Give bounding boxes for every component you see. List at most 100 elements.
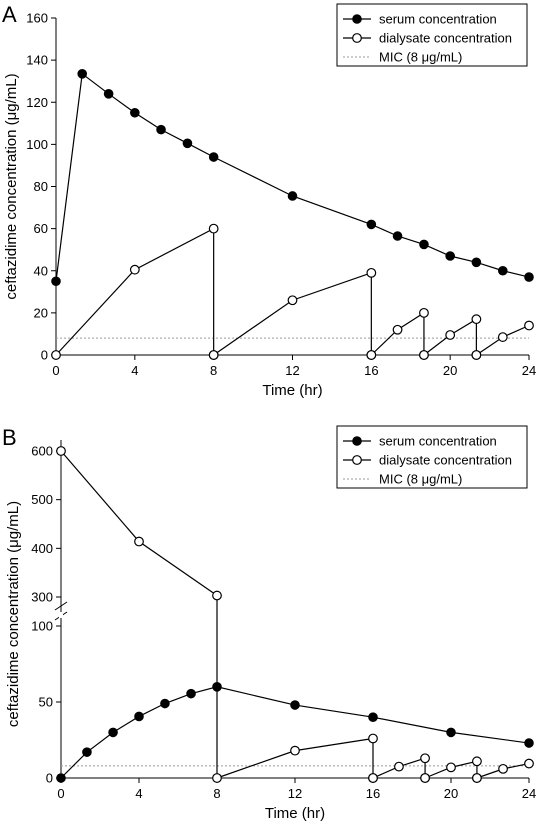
- panel-a-legend-entry: dialysate concentration: [379, 31, 512, 46]
- panel-b-y-tick-label: 0: [46, 771, 53, 786]
- panel-b-serum-point: [134, 711, 144, 722]
- panel-a-letter: A: [2, 2, 17, 27]
- panel-a-serum-point: [77, 69, 88, 79]
- panel-a-dialysate-point: [471, 350, 482, 360]
- panel-b-dialysate-point: [420, 753, 430, 764]
- panel-b-dialysate-point: [420, 773, 430, 783]
- panel-a-serum-point: [208, 152, 219, 162]
- panel-a-serum-point: [419, 239, 429, 250]
- panel-b-dialysate-point: [134, 536, 144, 547]
- panel-a-dialysate-point: [524, 320, 534, 331]
- panel-a-dialysate-point: [208, 223, 219, 234]
- panel-b-x-tick-label: 20: [444, 786, 458, 801]
- panel-b-y-axis-title: ceftazidime concentration (μg/mL): [5, 501, 22, 727]
- panel-a-legend: serum concentration dialysate concentrati…: [336, 3, 528, 67]
- panel-a-y-tick-label: 80: [34, 179, 48, 194]
- panel-a-y-tick-label: 60: [34, 221, 48, 236]
- panel-a-dialysate-line: [55, 227, 215, 356]
- panel-b-y-tick-label: 100: [31, 619, 53, 634]
- panel-a-dialysate-point: [366, 267, 377, 278]
- panel-a-serum-point: [156, 124, 166, 135]
- panel-a-legend-entry: MIC (8 μg/mL): [379, 50, 462, 65]
- panel-a-legend-entry: serum concentration: [379, 12, 497, 27]
- panel-a-y-tick-label: 20: [34, 305, 48, 320]
- panel-a-serum-point: [445, 251, 455, 261]
- panel-a-dialysate-point: [208, 350, 219, 360]
- panel-a-legend-box: [336, 3, 528, 67]
- panel-a-dialysate-point: [51, 350, 61, 360]
- panel-b-legend-entry: MIC (8 μg/mL): [379, 472, 462, 487]
- panel-a-y-tick-label: 40: [34, 263, 48, 278]
- panel-a-dialysate-point: [419, 350, 429, 360]
- panel-a-dialysate-point: [497, 332, 508, 342]
- panel-a-x-tick-label: 0: [52, 363, 59, 378]
- panel-b-serum-point: [290, 700, 300, 710]
- panel-b-legend-entry: serum concentration: [379, 434, 497, 449]
- panel-b-dialysate-point: [498, 763, 508, 774]
- panel-a-y-tick-label: 120: [26, 95, 48, 110]
- panel-b-legend-serum-swatch-marker: [352, 436, 362, 446]
- panel-b-y-tick-label: 600: [31, 444, 53, 459]
- panel-a-serum-point: [51, 276, 61, 287]
- panel-a-dialysate-point: [129, 264, 140, 275]
- panel-b-dialysate-line: [424, 760, 478, 779]
- panel-b-y-tick-label: 400: [31, 541, 53, 556]
- panel-a-dialysate-point: [392, 324, 403, 335]
- panel-b-y-tick-label: 50: [39, 695, 53, 710]
- panel-b-serum-point: [446, 727, 456, 738]
- panel-b-y-tick-label: 500: [31, 492, 53, 507]
- panel-b-axis-break-mark: [54, 601, 68, 611]
- panel-a-x-tick-label: 16: [364, 363, 378, 378]
- panel-b-dialysate-line: [216, 737, 374, 779]
- panel-a: A 0 20 40 60 80 100 120 140 160 0 4 8 12 16 20 24 Time …: [2, 2, 536, 399]
- panel-a-y-tick-label: 140: [26, 53, 48, 68]
- panel-a-dialysate-point: [419, 307, 429, 318]
- panel-a-x-tick-label: 4: [131, 363, 138, 378]
- panel-b-dialysate-point: [290, 745, 300, 756]
- panel-a-dialysate-point: [471, 314, 482, 325]
- panel-a-dialysate-point: [366, 350, 377, 360]
- panel-b-y-tick-label: 300: [31, 590, 53, 605]
- panel-a-y-tick-label: 100: [26, 137, 48, 152]
- panel-b-dialysate-point: [472, 773, 482, 783]
- panel-a-dialysate-point: [287, 295, 298, 306]
- panel-b-letter: B: [2, 425, 17, 450]
- panel-b-dialysate-point: [56, 446, 66, 456]
- panel-a-y-tick-label: 0: [41, 348, 48, 363]
- panel-a-serum-point: [130, 107, 140, 118]
- panel-b-dialysate-line: [372, 757, 426, 779]
- panel-a-serum-line: [55, 72, 530, 282]
- panel-a-serum-point: [471, 257, 482, 268]
- panel-b-x-tick-label: 12: [288, 786, 302, 801]
- panel-b: B 0 50 100 300 400 500 600 0 4 8 12 16 20 24 Time (hr…: [2, 425, 536, 822]
- panel-b-x-tick-label: 0: [57, 786, 64, 801]
- panel-b-legend: serum concentration dialysate concentrati…: [336, 425, 528, 489]
- panel-b-serum-point: [160, 698, 170, 709]
- panel-a-x-axis-title: Time (hr): [262, 382, 322, 399]
- panel-a-x-tick-label: 24: [522, 363, 536, 378]
- panel-b-x-tick-label: 4: [135, 786, 142, 801]
- panel-a-dialysate-line: [423, 318, 477, 356]
- panel-b-dialysate-point: [212, 590, 222, 601]
- panel-a-legend-dialysate-swatch-marker: [352, 33, 362, 43]
- panel-a-serum-point: [366, 219, 377, 230]
- panel-a-dialysate-line: [213, 272, 372, 356]
- panel-b-axis-break-gap: [59, 612, 63, 618]
- panel-b-dialysate-point: [446, 762, 456, 773]
- panel-b-dialysate-point: [368, 733, 378, 744]
- panel-b-x-tick-label: 8: [213, 786, 220, 801]
- panel-b-serum-point: [82, 747, 92, 757]
- panel-b-dialysate-point: [394, 761, 404, 772]
- panel-b-serum-point: [56, 773, 66, 783]
- panel-a-dialysate-line: [370, 311, 425, 356]
- panel-b-serum-point: [108, 727, 118, 738]
- panel-b-dialysate-point: [212, 773, 222, 783]
- panel-b-dialysate-point: [472, 756, 482, 767]
- panel-b-legend-entry: dialysate concentration: [379, 453, 512, 468]
- panel-a-serum-point: [103, 89, 114, 99]
- panel-a-serum-point: [182, 138, 193, 149]
- panel-b-serum-point: [368, 712, 378, 723]
- panel-b-serum-point: [212, 682, 222, 692]
- panel-b-x-tick-label: 24: [522, 786, 536, 801]
